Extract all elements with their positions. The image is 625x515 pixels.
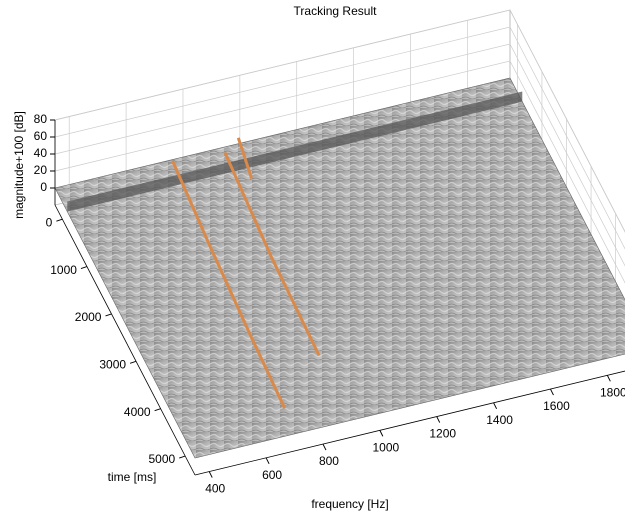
x-tick (265, 457, 270, 465)
grid-line (54, 60, 625, 284)
track (171, 160, 287, 409)
z-tick-label: 80 (34, 112, 48, 126)
z-tick-label: 40 (34, 146, 48, 160)
x-tick-label: 600 (262, 468, 282, 482)
x-tick-label: 1400 (486, 413, 513, 427)
z-tick-label: 60 (34, 129, 48, 143)
z-tick-label: 0 (40, 180, 47, 194)
track (236, 137, 254, 179)
x-tick (322, 443, 327, 451)
grid-line (54, 9, 625, 233)
grid-line (54, 26, 625, 250)
x-tick-label: 1000 (372, 440, 399, 454)
x-tick-label: 1800 (600, 385, 625, 399)
y-tick (105, 313, 112, 317)
chart-title: Tracking Result (294, 4, 378, 18)
z-axis-label: magnitude+100 [dB] (12, 111, 26, 219)
y-tick (80, 266, 88, 270)
y-tick (56, 218, 63, 222)
x-tick (208, 471, 213, 478)
y-tick-label: 5000 (148, 452, 175, 466)
track (223, 151, 321, 357)
x-tick (493, 402, 498, 410)
y-tick (154, 408, 161, 412)
axis-line (54, 204, 196, 476)
x-tick-label: 1200 (429, 427, 456, 441)
y-tick-label: 0 (46, 215, 53, 229)
y-tick-label: 2000 (75, 310, 102, 324)
axis-line (194, 370, 625, 476)
surface (54, 77, 625, 459)
y-tick-label: 3000 (99, 357, 126, 371)
x-tick-label: 800 (319, 454, 339, 468)
y-tick (129, 360, 137, 364)
y-tick (179, 455, 186, 459)
x-tick-label: 400 (205, 482, 225, 496)
x-axis-label: frequency [Hz] (311, 497, 388, 511)
z-tick-label: 20 (34, 163, 48, 177)
y-tick-label: 1000 (50, 263, 77, 277)
x-tick-label: 1600 (543, 399, 570, 413)
grid-line (54, 43, 625, 267)
x-tick (606, 375, 611, 382)
x-tick (436, 416, 441, 423)
x-tick (550, 388, 554, 396)
y-axis-label: time [ms] (108, 470, 157, 484)
y-tick-label: 4000 (124, 405, 151, 419)
x-tick (379, 430, 384, 437)
